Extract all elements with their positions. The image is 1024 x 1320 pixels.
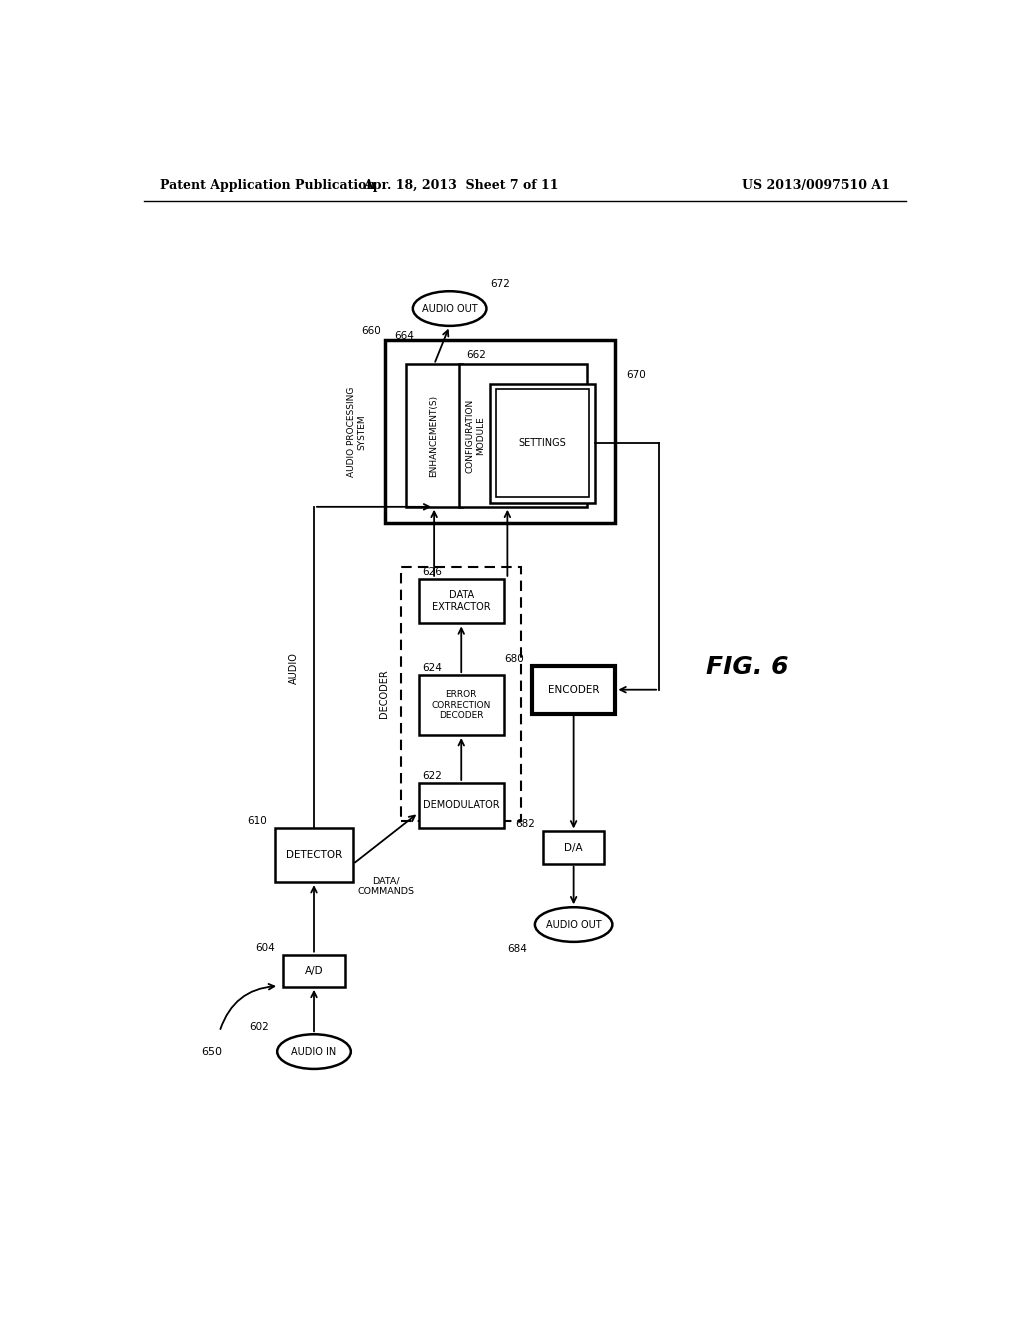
Text: 662: 662 [466,350,485,360]
Bar [275,829,352,882]
Ellipse shape [278,1035,351,1069]
Text: FIG. 6: FIG. 6 [706,655,788,678]
Text: A/D: A/D [305,966,324,975]
Bar [419,578,504,623]
Text: ENCODER: ENCODER [548,685,599,694]
Text: ERROR
CORRECTION
DECODER: ERROR CORRECTION DECODER [431,690,490,719]
Bar [490,384,595,503]
Text: AUDIO IN: AUDIO IN [292,1047,337,1056]
Text: 660: 660 [360,326,381,337]
Text: 672: 672 [490,280,510,289]
Text: 602: 602 [250,1022,269,1032]
Text: 604: 604 [255,942,275,953]
Text: 682: 682 [516,820,536,829]
Bar [407,364,462,507]
Text: 684: 684 [507,944,527,954]
Bar [460,364,587,507]
Text: DATA/
COMMANDS: DATA/ COMMANDS [357,876,414,896]
Text: 680: 680 [504,653,524,664]
Bar [496,389,590,498]
Text: Patent Application Publication: Patent Application Publication [160,180,375,193]
Bar [419,675,504,735]
Text: D/A: D/A [564,842,583,853]
Text: AUDIO PROCESSING
SYSTEM: AUDIO PROCESSING SYSTEM [347,387,367,477]
Bar [401,566,521,821]
Text: AUDIO OUT: AUDIO OUT [422,304,477,314]
Text: DATA
EXTRACTOR: DATA EXTRACTOR [432,590,490,612]
Text: 622: 622 [423,771,442,781]
Text: DECODER: DECODER [379,669,389,718]
Text: 664: 664 [394,331,415,342]
Text: Apr. 18, 2013  Sheet 7 of 11: Apr. 18, 2013 Sheet 7 of 11 [364,180,559,193]
Bar [385,341,615,524]
Bar [283,954,345,987]
Text: ENHANCEMENT(S): ENHANCEMENT(S) [430,395,438,477]
Text: AUDIO OUT: AUDIO OUT [546,920,601,929]
Text: CONFIGURATION
MODULE: CONFIGURATION MODULE [466,399,485,473]
Text: 624: 624 [423,663,442,673]
Ellipse shape [413,292,486,326]
Bar [531,665,615,714]
Text: DEMODULATOR: DEMODULATOR [423,800,500,810]
Text: AUDIO: AUDIO [289,652,299,684]
Ellipse shape [535,907,612,942]
Text: 670: 670 [627,370,646,380]
Bar [544,832,604,863]
Text: 626: 626 [423,566,442,577]
Text: 650: 650 [201,1047,222,1057]
Text: SETTINGS: SETTINGS [519,438,566,449]
Bar [419,783,504,828]
Text: DETECTOR: DETECTOR [286,850,342,861]
Text: US 2013/0097510 A1: US 2013/0097510 A1 [742,180,890,193]
Text: 610: 610 [248,816,267,826]
